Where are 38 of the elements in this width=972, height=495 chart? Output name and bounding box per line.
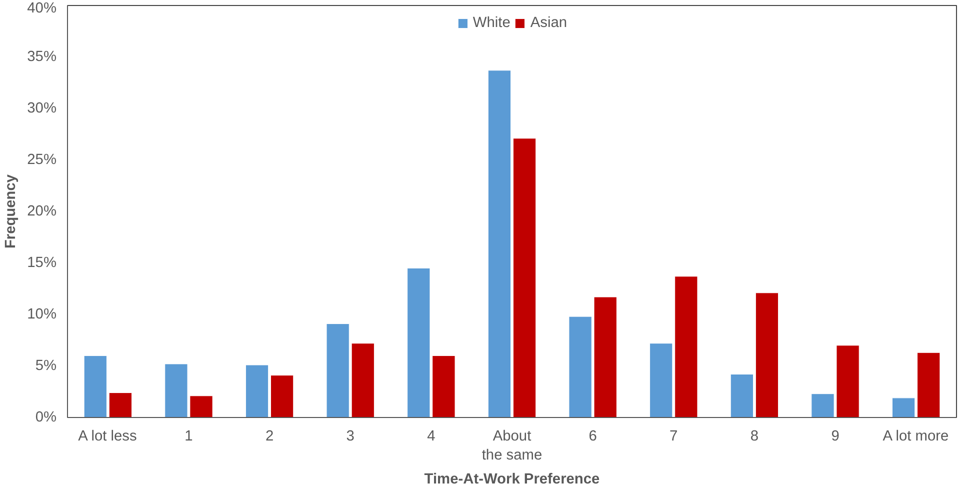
bar [326, 324, 350, 418]
x-tick-label: 4 [427, 428, 436, 444]
bar [892, 398, 916, 418]
x-tick-label: 6 [588, 428, 597, 444]
x-tick-label: About the same [482, 428, 542, 464]
bar [245, 364, 269, 418]
bar [674, 276, 698, 418]
x-tick-label: 7 [670, 428, 678, 444]
bar [730, 374, 754, 418]
y-tick-label: 10% [27, 306, 57, 322]
bar [84, 355, 107, 418]
x-tick-label: A lot more [882, 428, 949, 444]
x-tick-label: A lot less [78, 428, 137, 444]
y-axis-title: Frequency [3, 174, 20, 249]
x-tick-label: 9 [831, 428, 840, 444]
y-tick-label: 30% [27, 100, 57, 116]
y-tick-label: 20% [27, 204, 57, 220]
y-tick-label: 15% [27, 255, 57, 271]
y-tick-label: 0% [35, 410, 57, 426]
x-tick-label: 3 [346, 428, 354, 444]
x-tick-label: 8 [750, 428, 759, 444]
bar [488, 70, 512, 418]
x-tick-label: 1 [184, 428, 193, 444]
bar [108, 392, 132, 418]
bar [351, 343, 374, 418]
y-tick-label: 5% [35, 358, 57, 374]
bar [917, 352, 940, 418]
bar [755, 292, 779, 418]
bar [650, 343, 673, 418]
y-tick-label: 40% [27, 0, 57, 16]
legend-label: Asian [530, 15, 568, 31]
bar [270, 375, 294, 418]
x-axis-title: Time-At-Work Preference [424, 472, 600, 488]
y-tick-label: 25% [27, 152, 57, 168]
legend-label: White [472, 15, 510, 31]
bar [512, 138, 536, 418]
x-tick-label: 2 [265, 428, 274, 444]
y-tick-label: 35% [27, 49, 57, 65]
